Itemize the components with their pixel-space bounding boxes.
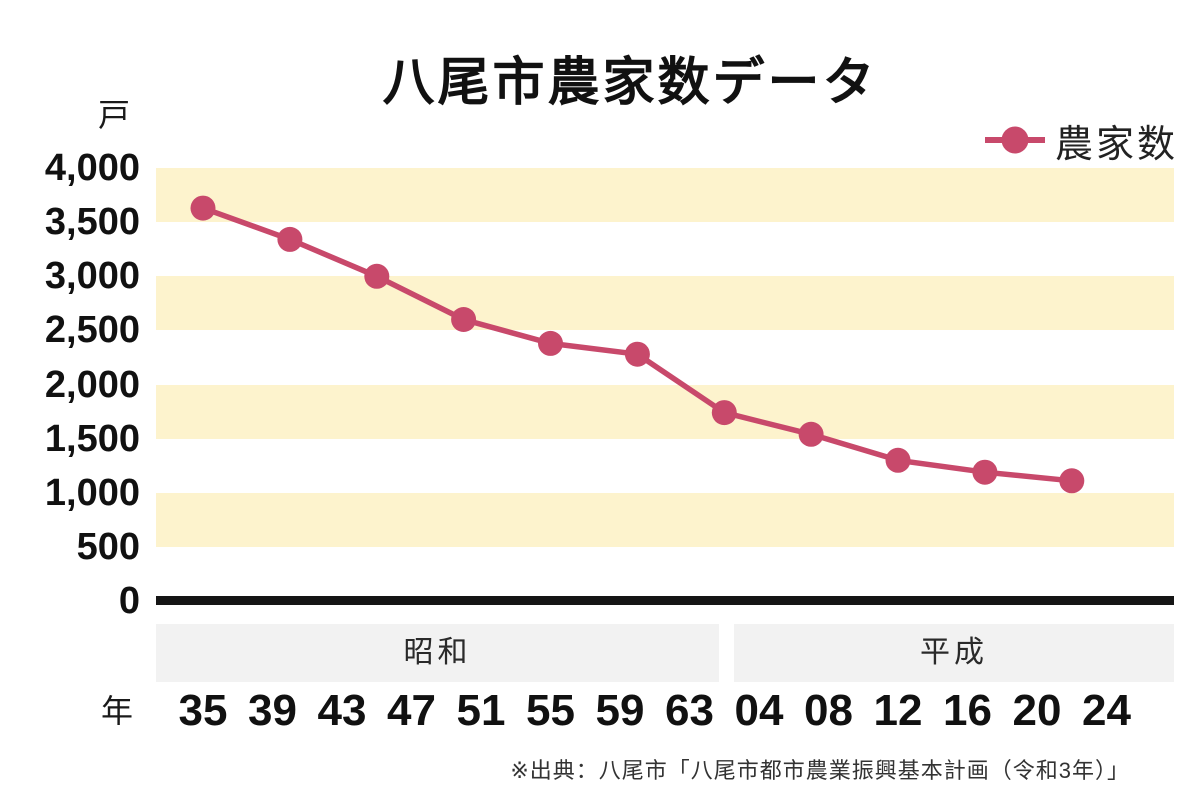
era-band-showa: 昭和 [156,624,719,682]
x-tick-label: 43 [317,686,367,735]
x-tick-label: 04 [734,686,784,735]
x-tick-label: 63 [665,686,714,735]
x-tick-label: 35 [178,686,228,735]
x-tick-label: 24 [1082,686,1131,735]
data-point-marker [451,307,477,332]
y-tick-label: 0 [118,580,140,622]
x-tick-label: 08 [804,686,853,735]
y-tick-label: 3,500 [44,201,140,244]
legend-line-marker-icon [985,126,1045,154]
y-tick-label: 2,500 [44,309,140,352]
chart-title: 八尾市農家数データ [382,54,878,112]
y-tick-label: 2,000 [44,363,140,406]
era-band-heisei-label: 平成 [920,636,988,669]
data-point-marker [972,459,998,485]
y-tick-label: 1,000 [44,471,140,514]
y-tick-label: 1,500 [44,417,140,460]
era-band-heisei: 平成 [734,624,1174,682]
data-point-marker [190,195,216,221]
data-point-marker [1059,468,1085,494]
y-tick-label: 500 [76,525,140,568]
x-tick-label: 39 [248,686,297,735]
plot-area [156,168,1174,601]
y-tick-label: 4,000 [44,147,140,189]
data-point-marker [624,341,650,367]
plot-stripe-band [156,168,1174,223]
x-tick-label: 55 [526,686,575,735]
plot-stripe-band [156,492,1174,547]
legend: 農家数 [983,118,1178,166]
x-tick-label: 20 [1012,686,1062,735]
data-series-svg [190,195,1085,494]
x-tick-label: 12 [873,686,923,735]
x-tick-label: 47 [387,686,436,735]
data-point-marker [364,263,390,289]
y-axis-unit-label: 戸 [97,97,130,133]
data-point-marker [538,330,563,356]
plot-stripe-band [156,384,1174,439]
x-axis-tick-labels: 35 39 43 47 51 55 59 63 04 08 12 16 20 24 [156,689,1176,733]
legend-series-label: 農家数 [1055,123,1179,166]
era-band-showa-label: 昭和 [403,636,472,669]
x-axis-line [156,596,1174,605]
source-note: ※出典：八尾市「八尾市都市農業振興基本計画（令和3年）」 [510,758,1130,783]
x-tick-label: 51 [456,686,506,735]
data-point-marker [798,421,824,447]
y-tick-label: 3,000 [44,255,140,298]
x-axis-unit-label: 年 [100,693,133,729]
data-point-marker [711,400,737,426]
x-tick-label: 59 [595,686,645,735]
data-point-marker [885,447,911,473]
plot-stripe-band [156,276,1174,331]
data-point-marker [277,226,303,252]
x-tick-label: 16 [943,686,992,735]
